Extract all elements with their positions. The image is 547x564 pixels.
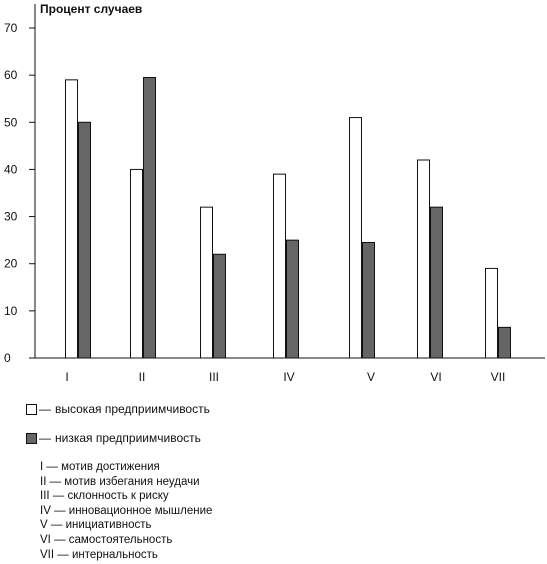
key-row: II — мотив избегания неудачи [40, 475, 200, 488]
y-tick-label: 60 [4, 68, 18, 82]
key-row: V — инициативность [40, 519, 152, 532]
key-row: IV — инновационное мышление [40, 504, 213, 517]
bar-low [213, 253, 226, 359]
legend-label-high: высокая предприимчивость [55, 402, 210, 416]
x-tick-label: V [367, 370, 375, 384]
y-tick-label: 20 [4, 257, 18, 271]
legend-item-low: — низкая предприимчивость [26, 431, 201, 445]
x-tick-label: VI [430, 370, 441, 384]
bar-high [200, 206, 213, 359]
key-row: VI — самостоятельность [40, 533, 173, 546]
y-tick-label: 30 [4, 210, 18, 224]
key-row: VII — интернальность [40, 548, 158, 561]
bar-low [286, 239, 299, 359]
y-tick-label: 70 [4, 21, 18, 35]
bar-high [417, 159, 430, 359]
y-tick-label: 50 [4, 115, 18, 129]
legend-swatch-low [26, 432, 37, 444]
x-tick-label: I [65, 370, 68, 384]
bar-low [78, 121, 91, 359]
bar-high [130, 168, 143, 359]
x-tick-label: VII [491, 370, 506, 384]
bar-high [273, 173, 286, 359]
y-tick-label: 40 [4, 162, 18, 176]
category-key: I — мотив достижения II — мотив избегани… [40, 460, 212, 562]
legend-label-low: низкая предприимчивость [55, 431, 201, 445]
legend-item-high: — высокая предприимчивость [26, 402, 210, 416]
y-axis-title: Процент случаев [40, 2, 143, 16]
bar-low [143, 77, 156, 359]
bar-low [362, 242, 375, 359]
bar-high [485, 267, 498, 359]
x-tick-label: II [139, 370, 146, 384]
y-tick-label: 10 [4, 304, 18, 318]
bar-high [65, 79, 78, 359]
legend-swatch-high [26, 403, 37, 415]
key-row: III — склонность к риску [40, 490, 169, 503]
bar-low [498, 326, 511, 359]
bar-low [430, 206, 443, 359]
x-tick-label: III [209, 370, 219, 384]
bar-high [349, 117, 362, 359]
key-row: I — мотив достижения [40, 461, 160, 473]
x-tick-label: IV [283, 370, 294, 384]
y-tick-label: 0 [4, 351, 11, 365]
